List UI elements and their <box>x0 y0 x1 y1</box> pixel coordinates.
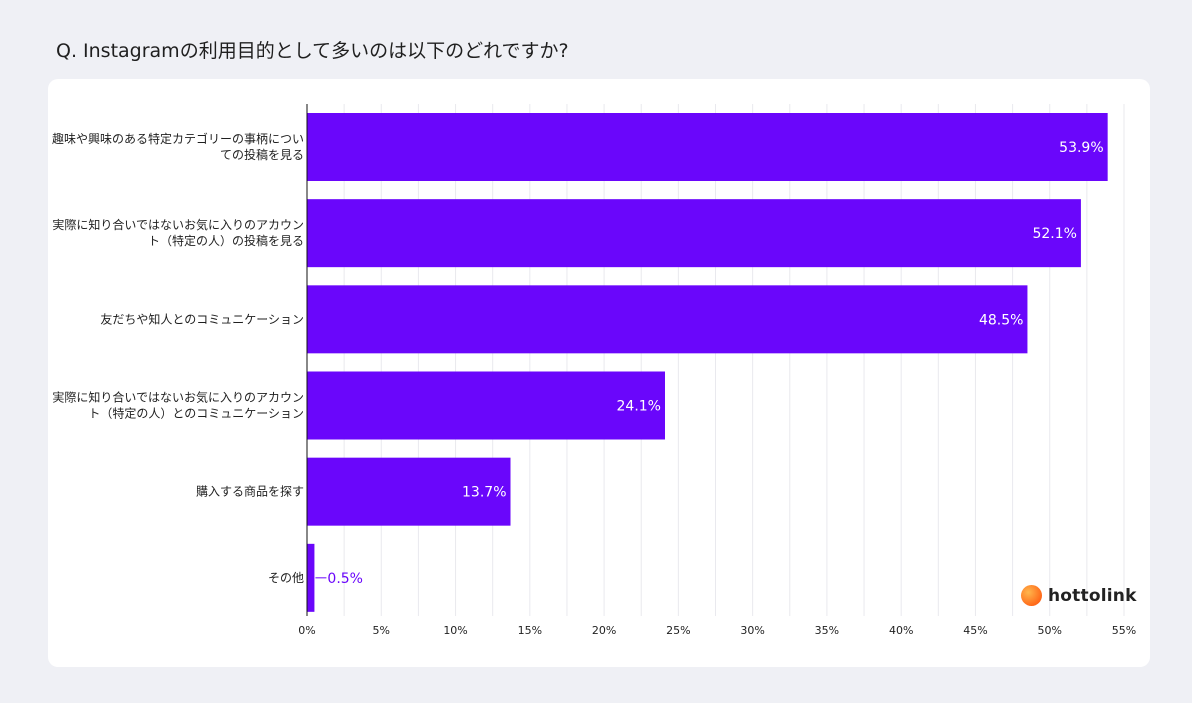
bar <box>307 199 1081 268</box>
bar <box>307 371 665 440</box>
category-label: 友だちや知人とのコミュニケーション <box>100 312 304 326</box>
x-tick-label: 45% <box>963 624 987 637</box>
category-label: 実際に知り合いではないお気に入りのアカウン <box>52 217 304 232</box>
category-label: ての投稿を見る <box>220 147 304 162</box>
bar <box>307 285 1028 354</box>
x-tick-label: 5% <box>373 624 390 637</box>
bar <box>307 543 315 612</box>
hottolink-logo-icon <box>1021 585 1042 606</box>
bar <box>307 113 1108 181</box>
chart-card: 53.9% 趣味や興味のある特定カテゴリーの事柄につい ての投稿を見る 52.1% 実際… <box>48 79 1150 667</box>
x-tick-label: 15% <box>518 624 542 637</box>
brand-name: hottolink <box>1048 585 1137 606</box>
x-tick-label: 50% <box>1038 624 1062 637</box>
category-label: ト（特定の人）の投稿を見る <box>148 233 304 248</box>
x-tick-label: 25% <box>666 624 690 637</box>
brand-logo: hottolink <box>1021 585 1137 606</box>
bar-value-label: 48.5% <box>979 312 1023 328</box>
bar-value-label: 52.1% <box>1032 226 1076 242</box>
bar <box>307 457 511 526</box>
x-tick-label: 10% <box>443 624 467 637</box>
x-tick-label: 0% <box>298 624 315 637</box>
x-tick-label: 35% <box>815 624 839 637</box>
category-label: 趣味や興味のある特定カテゴリーの事柄につい <box>52 131 304 146</box>
category-label: 実際に知り合いではないお気に入りのアカウン <box>52 390 304 405</box>
bar-value-label: 53.9% <box>1059 140 1103 156</box>
bar-value-label: 24.1% <box>617 399 661 415</box>
category-label: ト（特定の人）とのコミュニケーション <box>88 406 304 421</box>
x-tick-label: 55% <box>1112 624 1136 637</box>
category-label: 購入する商品を探す <box>196 484 304 499</box>
bar-value-label: 0.5% <box>327 571 363 587</box>
bar-value-label: 13.7% <box>462 485 506 501</box>
x-tick-label: 30% <box>740 624 764 637</box>
x-tick-label: 40% <box>889 624 913 637</box>
category-label: その他 <box>268 571 304 585</box>
x-tick-label: 20% <box>592 624 616 637</box>
page-title: Q. Instagramの利用目的として多いのは以下のどれですか? <box>56 40 569 62</box>
